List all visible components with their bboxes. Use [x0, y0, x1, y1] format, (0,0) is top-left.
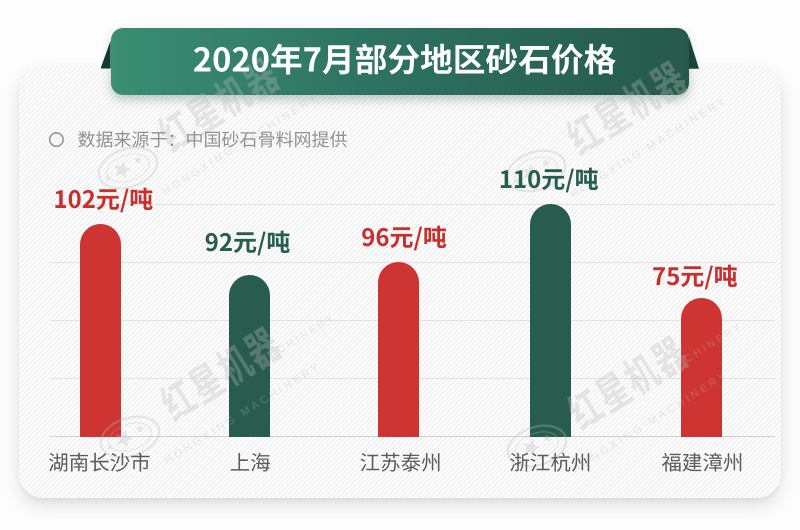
svg-text:MACHINERY: MACHINERY: [664, 320, 745, 377]
svg-text:MACHINERY: MACHINERY: [257, 311, 338, 368]
